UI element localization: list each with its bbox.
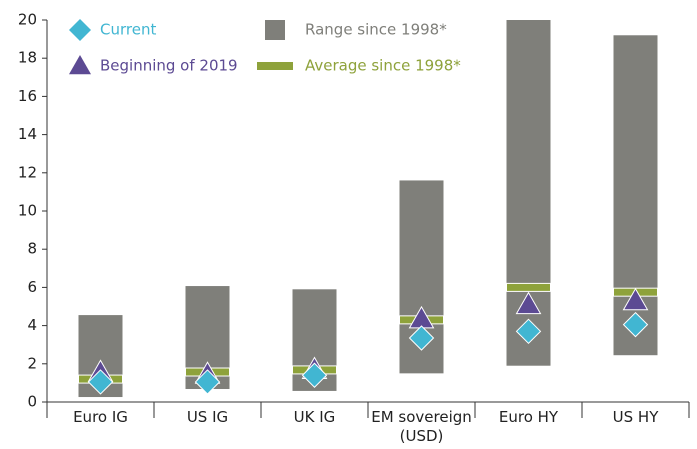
diamond-marker bbox=[194, 369, 221, 395]
triangle-marker bbox=[622, 287, 649, 311]
diamond-marker bbox=[87, 369, 114, 395]
y-tick-label: 8 bbox=[27, 240, 37, 258]
y-tick-label: 16 bbox=[18, 87, 37, 105]
y-tick-label: 0 bbox=[27, 393, 37, 411]
legend-swatch bbox=[265, 20, 285, 40]
legend-label: Range since 1998* bbox=[305, 21, 447, 39]
legend-label: Current bbox=[100, 21, 156, 39]
x-tick-label: Euro IG bbox=[73, 408, 128, 426]
y-tick-label: 14 bbox=[18, 125, 37, 143]
legend-label: Average since 1998* bbox=[305, 57, 461, 75]
y-tick-label: 4 bbox=[27, 316, 37, 334]
diamond-marker bbox=[622, 311, 649, 338]
y-tick-label: 20 bbox=[18, 11, 37, 29]
x-tick-label: US IG bbox=[186, 408, 229, 426]
dash-marker bbox=[506, 282, 551, 292]
x-tick-label: EM sovereign (USD) bbox=[371, 408, 472, 445]
legend-swatch bbox=[69, 19, 91, 41]
x-tick-label: US HY bbox=[612, 408, 659, 426]
triangle-marker bbox=[515, 291, 542, 315]
y-tick-label: 12 bbox=[18, 163, 37, 181]
diamond-marker bbox=[301, 362, 328, 388]
y-tick-label: 10 bbox=[18, 202, 37, 220]
diamond-marker bbox=[408, 325, 435, 351]
y-tick-label: 18 bbox=[18, 49, 37, 67]
diamond-marker bbox=[515, 318, 542, 345]
y-tick-label: 2 bbox=[27, 354, 37, 372]
x-tick-label: Euro HY bbox=[498, 408, 559, 426]
legend-swatch bbox=[69, 55, 91, 75]
legend-label: Beginning of 2019 bbox=[100, 57, 238, 75]
y-tick-label: 6 bbox=[27, 278, 37, 296]
legend-swatch bbox=[257, 62, 293, 70]
x-tick-label: UK IG bbox=[293, 408, 336, 426]
